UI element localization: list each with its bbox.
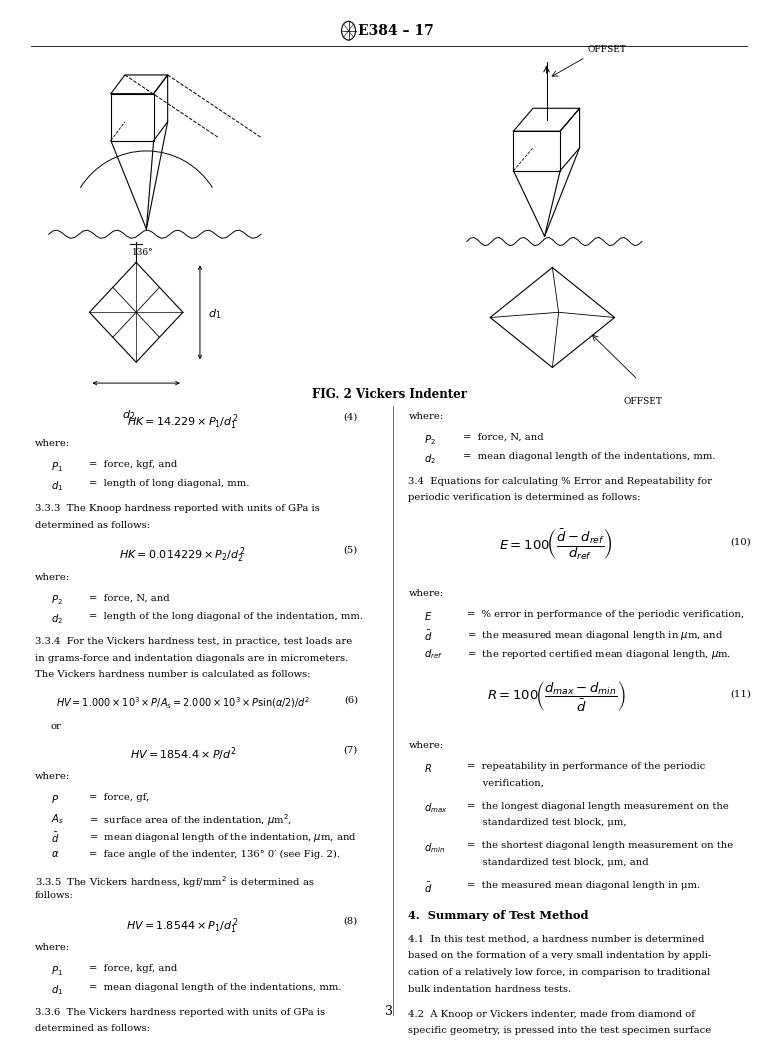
Text: (4): (4) (344, 412, 358, 422)
Text: 3.3.3  The Knoop hardness reported with units of GPa is: 3.3.3 The Knoop hardness reported with u… (35, 504, 320, 513)
Text: =  length of the long diagonal of the indentation, mm.: = length of the long diagonal of the ind… (89, 612, 363, 621)
Text: $HV = 1.000 \times 10^3 \times P/A_s = 2.000 \times 10^3 \times P\sin(\alpha/2)/: $HV = 1.000 \times 10^3 \times P/A_s = 2… (55, 695, 310, 711)
Text: $HV = 1854.4 \times P/d^2$: $HV = 1854.4 \times P/d^2$ (129, 745, 237, 763)
Text: =  surface area of the indentation, $\mu$m$^2$,: = surface area of the indentation, $\mu$… (89, 812, 293, 828)
Text: determined as follows:: determined as follows: (35, 520, 150, 530)
Text: =  the measured mean diagonal length in μm.: = the measured mean diagonal length in μ… (467, 881, 700, 890)
Text: =  force, kgf, and: = force, kgf, and (89, 964, 177, 973)
Text: =  the shortest diagonal length measurement on the: = the shortest diagonal length measureme… (467, 841, 733, 850)
Text: verification,: verification, (467, 779, 544, 788)
Text: 3: 3 (385, 1006, 393, 1018)
Text: $HV = 1.8544 \times P_1/d_1^{\,2}$: $HV = 1.8544 \times P_1/d_1^{\,2}$ (126, 916, 240, 936)
Text: OFFSET: OFFSET (624, 397, 663, 406)
Text: $d_1$: $d_1$ (51, 983, 63, 996)
Text: where:: where: (408, 589, 443, 599)
Text: $d_2$: $d_2$ (51, 612, 62, 626)
Text: $E = 100\!\left(\dfrac{\bar{d} - d_{ref}}{d_{ref}}\right)$: $E = 100\!\left(\dfrac{\bar{d} - d_{ref}… (499, 527, 613, 562)
Text: standardized test block, μm,: standardized test block, μm, (467, 818, 626, 828)
Text: $HK = 14.229 \times P_1/d_1^{\,2}$: $HK = 14.229 \times P_1/d_1^{\,2}$ (127, 412, 239, 432)
Text: cation of a relatively low force, in comparison to traditional: cation of a relatively low force, in com… (408, 968, 710, 977)
Text: where:: where: (35, 943, 70, 953)
Text: $\bar{d}$: $\bar{d}$ (51, 831, 59, 845)
Text: 3.3.4  For the Vickers hardness test, in practice, test loads are: 3.3.4 For the Vickers hardness test, in … (35, 637, 352, 646)
Text: =  mean diagonal length of the indentations, mm.: = mean diagonal length of the indentatio… (463, 452, 716, 461)
Text: follows:: follows: (35, 891, 74, 900)
Text: $d_{ref}$: $d_{ref}$ (424, 648, 443, 661)
Text: $P_2$: $P_2$ (424, 433, 436, 447)
Text: (8): (8) (344, 916, 358, 925)
Text: =  repeatability in performance of the periodic: = repeatability in performance of the pe… (467, 762, 705, 771)
Text: bulk indentation hardness tests.: bulk indentation hardness tests. (408, 985, 572, 994)
Text: $P$: $P$ (51, 793, 58, 806)
Text: $P_2$: $P_2$ (51, 593, 62, 607)
Text: where:: where: (35, 573, 70, 582)
Text: (7): (7) (344, 745, 358, 755)
Text: 4.1  In this test method, a hardness number is determined: 4.1 In this test method, a hardness numb… (408, 935, 705, 944)
Text: $d_{max}$: $d_{max}$ (424, 802, 447, 815)
Text: OFFSET: OFFSET (587, 45, 626, 54)
Text: =  force, gf,: = force, gf, (89, 793, 149, 803)
Text: where:: where: (408, 741, 443, 751)
Text: specific geometry, is pressed into the test specimen surface: specific geometry, is pressed into the t… (408, 1026, 712, 1036)
Text: where:: where: (35, 772, 70, 782)
Text: $d_2$: $d_2$ (424, 452, 436, 465)
Text: 4.  Summary of Test Method: 4. Summary of Test Method (408, 910, 589, 921)
Text: =  force, N, and: = force, N, and (463, 433, 544, 442)
Text: FIG. 2 Vickers Indenter: FIG. 2 Vickers Indenter (311, 388, 467, 401)
Text: E384 – 17: E384 – 17 (358, 24, 433, 37)
Text: $\bar{d}$: $\bar{d}$ (424, 629, 433, 643)
Text: 4.2  A Knoop or Vickers indenter, made from diamond of: 4.2 A Knoop or Vickers indenter, made fr… (408, 1010, 696, 1019)
Text: (5): (5) (344, 545, 358, 555)
Text: $A_s$: $A_s$ (51, 812, 64, 826)
Text: =  mean diagonal length of the indentations, mm.: = mean diagonal length of the indentatio… (89, 983, 342, 992)
Text: $d_2$: $d_2$ (122, 408, 135, 422)
Text: $E$: $E$ (424, 610, 433, 623)
Text: 3.3.6  The Vickers hardness reported with units of GPa is: 3.3.6 The Vickers hardness reported with… (35, 1008, 325, 1017)
Text: periodic verification is determined as follows:: periodic verification is determined as f… (408, 493, 641, 503)
Text: $\bar{d}$: $\bar{d}$ (424, 881, 433, 895)
Text: based on the formation of a very small indentation by appli-: based on the formation of a very small i… (408, 951, 712, 961)
Text: (11): (11) (730, 689, 751, 699)
Text: $P_1$: $P_1$ (51, 460, 62, 474)
Text: =  force, kgf, and: = force, kgf, and (89, 460, 177, 469)
Text: =  the longest diagonal length measurement on the: = the longest diagonal length measuremen… (467, 802, 729, 811)
Text: The Vickers hardness number is calculated as follows:: The Vickers hardness number is calculate… (35, 670, 310, 680)
Text: $R$: $R$ (424, 762, 432, 775)
Text: 3.4  Equations for calculating % Error and Repeatability for: 3.4 Equations for calculating % Error an… (408, 477, 713, 486)
Text: =  force, N, and: = force, N, and (89, 593, 170, 603)
Text: 136°: 136° (131, 248, 153, 257)
Text: (6): (6) (344, 695, 358, 705)
Text: =  % error in performance of the periodic verification,: = % error in performance of the periodic… (467, 610, 744, 619)
Text: $\alpha$: $\alpha$ (51, 849, 59, 860)
Text: =  the reported certified mean diagonal length, $\mu$m.: = the reported certified mean diagonal l… (467, 648, 731, 660)
Text: =  face angle of the indenter, 136° 0′ (see Fig. 2).: = face angle of the indenter, 136° 0′ (s… (89, 849, 341, 859)
Text: =  mean diagonal length of the indentation, $\mu$m, and: = mean diagonal length of the indentatio… (89, 831, 357, 843)
Text: $P_1$: $P_1$ (51, 964, 62, 977)
Text: or: or (51, 722, 61, 732)
Text: $R = 100\!\left(\dfrac{d_{max} - d_{min}}{\bar{d}}\right)$: $R = 100\!\left(\dfrac{d_{max} - d_{min}… (487, 679, 626, 713)
Text: $HK = 0.014229 \times P_2/d_2^{\,2}$: $HK = 0.014229 \times P_2/d_2^{\,2}$ (120, 545, 246, 565)
Text: where:: where: (408, 412, 443, 422)
Text: in grams-force and indentation diagonals are in micrometers.: in grams-force and indentation diagonals… (35, 654, 349, 663)
Text: (10): (10) (730, 537, 751, 547)
Text: 3.3.5  The Vickers hardness, kgf/mm$^2$ is determined as: 3.3.5 The Vickers hardness, kgf/mm$^2$ i… (35, 874, 315, 890)
Text: =  length of long diagonal, mm.: = length of long diagonal, mm. (89, 479, 250, 488)
Text: $d_1$: $d_1$ (208, 307, 221, 321)
Text: $d_{min}$: $d_{min}$ (424, 841, 445, 855)
Text: standardized test block, μm, and: standardized test block, μm, and (467, 858, 648, 867)
Text: =  the measured mean diagonal length in $\mu$m, and: = the measured mean diagonal length in $… (467, 629, 724, 641)
Text: determined as follows:: determined as follows: (35, 1024, 150, 1034)
Text: $d_1$: $d_1$ (51, 479, 63, 492)
Text: where:: where: (35, 439, 70, 449)
